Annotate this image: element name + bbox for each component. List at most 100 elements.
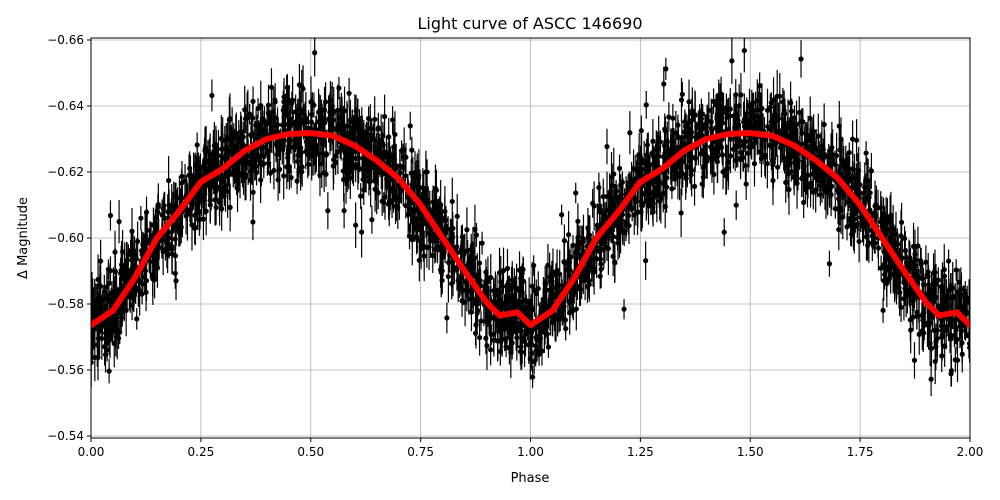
data-point [844,224,850,230]
data-point [226,117,232,123]
data-point [301,111,307,117]
data-point [733,92,739,98]
data-point [424,169,430,175]
data-point [306,161,312,168]
data-point [920,310,926,316]
data-point [733,202,739,208]
data-point [374,188,380,194]
data-point [549,319,556,326]
data-point [556,282,562,288]
data-point [518,344,524,350]
data-point [860,223,867,230]
data-point [630,179,636,185]
data-point [512,299,519,305]
data-point [910,314,916,320]
data-point [509,281,516,287]
data-point [346,90,352,96]
data-point [401,154,407,160]
data-point [154,265,161,271]
data-point [597,273,603,279]
data-point [497,289,504,295]
data-point [285,100,291,106]
data-point [644,142,650,148]
data-point [299,83,305,89]
data-point [187,207,193,213]
data-point [854,221,860,227]
data-point [703,153,710,159]
data-point [764,160,770,167]
data-point [679,134,685,141]
data-point [809,148,816,154]
data-point [221,173,228,180]
data-point [138,215,144,221]
data-point [318,120,325,126]
data-point [530,374,536,380]
data-point [210,151,216,158]
data-point [718,118,724,125]
data-point [396,197,402,204]
data-point [521,338,528,344]
data-point [159,237,165,243]
data-point [114,335,120,341]
data-point [131,251,138,257]
data-point [194,142,200,148]
data-point [98,258,104,264]
data-point [275,177,281,183]
data-point [215,153,222,159]
data-point [836,226,842,233]
data-point [584,283,591,290]
data-point [504,265,511,272]
data-point [502,326,508,332]
data-point [714,147,720,153]
data-point [106,368,112,374]
data-point [294,158,301,165]
data-point [281,173,287,179]
data-point [751,161,758,167]
data-point [902,248,908,254]
data-point [117,329,123,335]
data-point [743,181,749,187]
data-point [485,279,491,285]
data-point [440,250,446,256]
data-point [369,217,375,223]
data-point [948,371,954,377]
data-point [616,165,623,171]
data-point [217,200,223,206]
data-point [250,98,256,104]
data-point [545,262,551,268]
data-point [670,115,676,121]
data-point [490,337,497,343]
data-point [253,170,260,176]
data-point [700,147,707,153]
data-point [708,119,714,125]
data-point [568,254,574,260]
data-point [450,269,456,275]
data-point [474,296,480,302]
data-point [548,286,554,292]
data-point [810,189,816,195]
data-point [928,293,935,299]
data-point [600,194,606,200]
data-point [545,344,552,350]
data-point [402,173,409,179]
data-point [116,219,122,225]
data-point [213,205,219,211]
chart-title: Light curve of ASCC 146690 [417,14,642,33]
data-point [638,128,644,134]
data-point [811,128,817,135]
data-point [700,174,706,181]
data-point [439,214,445,221]
data-point [172,193,178,199]
data-point [343,177,349,183]
data-point [942,343,948,349]
data-point [802,141,808,147]
data-point [591,203,597,209]
data-point [173,278,179,284]
data-point [752,136,758,142]
data-point [432,237,438,243]
data-point [652,162,658,169]
data-point [209,180,215,186]
data-point [958,323,964,329]
data-point [663,66,669,72]
data-point [139,291,145,297]
